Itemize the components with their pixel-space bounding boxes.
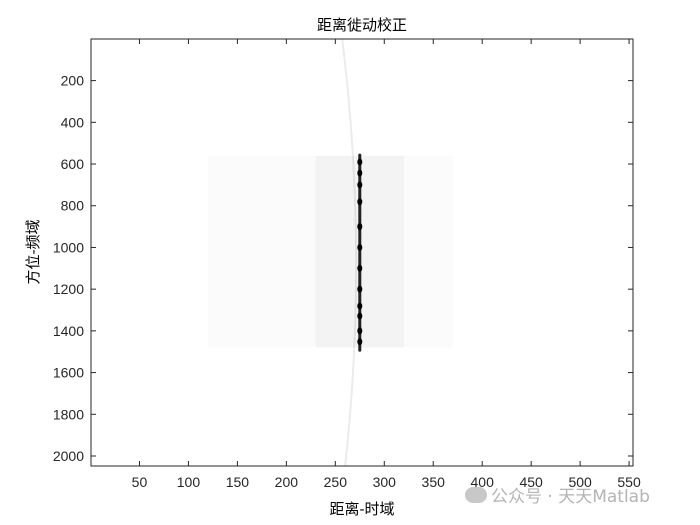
bright-spot bbox=[357, 181, 363, 189]
chart-title: 距离徙动校正 bbox=[317, 16, 407, 34]
x-tick-label: 200 bbox=[275, 474, 299, 490]
ticks: 50 100 150 200 250 300 350 400 450 500 550 200 400 60… bbox=[53, 39, 641, 490]
y-tick-label: 1800 bbox=[53, 406, 84, 422]
bright-spot bbox=[357, 198, 363, 206]
migration-curve bbox=[341, 38, 358, 467]
x-tick-label: 450 bbox=[519, 474, 543, 490]
bright-spot bbox=[357, 302, 363, 310]
y-tick-label: 200 bbox=[61, 73, 85, 89]
x-axis-label: 距离-时域 bbox=[329, 500, 394, 518]
y-tick-label: 1200 bbox=[53, 281, 84, 297]
bright-spot bbox=[357, 264, 363, 272]
y-tick-label: 1000 bbox=[53, 239, 84, 255]
y-axis-label: 方位-频域 bbox=[24, 219, 42, 284]
y-tick-label: 2000 bbox=[53, 448, 84, 464]
wechat-icon bbox=[465, 486, 487, 503]
x-tick-label: 50 bbox=[132, 474, 148, 490]
bright-spot bbox=[357, 338, 363, 346]
x-tick-label: 150 bbox=[226, 474, 250, 490]
x-tick-label: 400 bbox=[471, 474, 495, 490]
y-tick-label: 1600 bbox=[53, 365, 84, 381]
axes-box bbox=[90, 38, 634, 467]
bright-spot bbox=[357, 312, 363, 320]
y-tick-label: 600 bbox=[61, 156, 85, 172]
bright-spot bbox=[357, 169, 363, 177]
y-tick-label: 800 bbox=[61, 198, 85, 214]
x-tick-label: 300 bbox=[373, 474, 397, 490]
bright-spot bbox=[357, 285, 363, 293]
watermark: 公众号 · 天天Matlab bbox=[465, 482, 650, 507]
x-tick-label: 250 bbox=[324, 474, 348, 490]
bright-spot bbox=[357, 223, 363, 231]
y-tick-label: 400 bbox=[61, 114, 85, 130]
x-tick-label: 500 bbox=[568, 474, 592, 490]
bright-spot bbox=[357, 243, 363, 251]
image-layer bbox=[341, 38, 363, 467]
bright-spot bbox=[357, 327, 363, 335]
watermark-text: 公众号 · 天天Matlab bbox=[491, 487, 650, 507]
bright-spot bbox=[357, 158, 363, 166]
x-tick-label: 550 bbox=[617, 474, 641, 490]
x-tick-label: 100 bbox=[177, 474, 201, 490]
y-tick-label: 1400 bbox=[53, 323, 84, 339]
x-tick-label: 350 bbox=[422, 474, 446, 490]
